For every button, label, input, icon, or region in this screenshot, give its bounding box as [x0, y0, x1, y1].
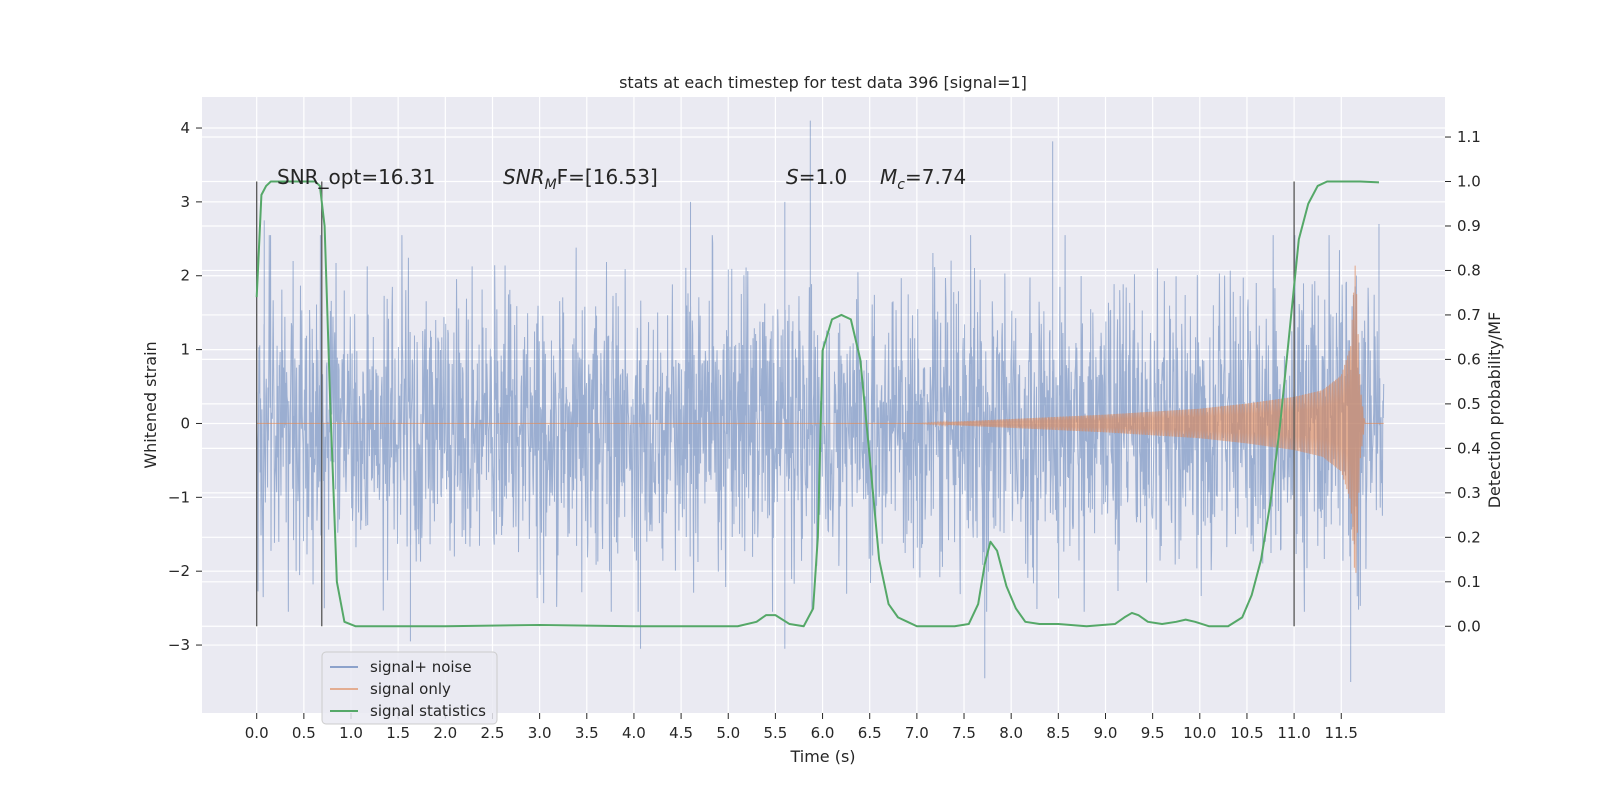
legend-label: signal only	[370, 680, 451, 698]
y2-tick-label: 1.1	[1457, 128, 1481, 146]
y-tick-label: −2	[168, 562, 190, 580]
x-tick-label: 1.5	[386, 724, 410, 742]
y2-tick-label: 0.3	[1457, 484, 1481, 502]
legend-box	[321, 651, 498, 725]
x-tick-label: 4.5	[669, 724, 693, 742]
x-tick-label: 7.5	[952, 724, 976, 742]
series-signal-statistics	[255, 180, 1380, 628]
snr-mf-prefix: SNR	[503, 165, 545, 189]
x-tick-label: 0.5	[292, 724, 316, 742]
x-tick-label: 4.0	[622, 724, 646, 742]
y2-tick-label: 0.9	[1457, 217, 1481, 235]
axes: 0.0 0.5 1.0 1.5 2.0 2.5 3.0 3.5 4.0 4.5 5.0 5.5 6.0 6…	[168, 119, 1481, 742]
y-tick-label: −3	[168, 636, 190, 654]
y2-tick-label: 0.6	[1457, 350, 1481, 368]
x-tick-label: 10.0	[1183, 724, 1216, 742]
x-tick-label: 8.5	[1046, 724, 1070, 742]
x-tick-label: 3.0	[528, 724, 552, 742]
y2-tick-label: 0.7	[1457, 306, 1481, 324]
y-tick-label: −1	[168, 488, 190, 506]
y2-tick-label: 0.4	[1457, 439, 1481, 457]
x-tick-label: 11.5	[1325, 724, 1358, 742]
snr-opt-annotation: SNR_opt=16.31	[277, 165, 435, 189]
legend-label: signal+ noise	[370, 658, 472, 676]
mc-sub: c	[897, 177, 905, 193]
y2-tick-label: 0.0	[1457, 617, 1481, 635]
x-tick-label: 6.5	[858, 724, 882, 742]
x-tick-label: 6.0	[811, 724, 835, 742]
mc-annotation: Mc=7.74	[880, 165, 966, 193]
y2-axis-label: Detection probability/MF	[1485, 312, 1504, 509]
y2-tick-label: 0.8	[1457, 261, 1481, 279]
snr-mf-sub: M	[545, 177, 557, 193]
s-label: S	[786, 165, 799, 189]
chart-title: stats at each timestep for test data 396…	[619, 73, 1027, 92]
y2-tick-label: 0.5	[1457, 395, 1481, 413]
y-tick-label: 1	[180, 341, 190, 359]
mc-label: M	[880, 165, 897, 189]
x-tick-label: 9.0	[1094, 724, 1118, 742]
plot-area	[255, 120, 1385, 682]
annotations: SNR_opt=16.31 SNRMF=[16.53] S=1.0 Mc=7.7…	[277, 165, 966, 193]
mc-value: =7.74	[905, 165, 966, 189]
x-tick-label: 2.0	[433, 724, 457, 742]
x-tick-label: 11.0	[1277, 724, 1310, 742]
legend-label: signal statistics	[370, 702, 486, 720]
x-tick-label: 8.0	[999, 724, 1023, 742]
y-tick-label: 2	[180, 267, 190, 285]
x-tick-label: 5.0	[716, 724, 740, 742]
x-tick-label: 10.5	[1230, 724, 1263, 742]
y2-tick-label: 1.0	[1457, 173, 1481, 191]
legend: signal+ noise signal only signal statistic…	[321, 651, 498, 725]
x-tick-label: 5.5	[763, 724, 787, 742]
s-annotation: S=1.0	[786, 165, 847, 189]
snr-mf-rest: F=[16.53]	[557, 165, 658, 189]
x-axis-label: Time (s)	[789, 747, 855, 766]
x-tick-label: 9.5	[1141, 724, 1165, 742]
y2-tick-label: 0.2	[1457, 528, 1481, 546]
s-value: =1.0	[799, 165, 848, 189]
x-tick-label: 1.0	[339, 724, 363, 742]
snr-mf-annotation: SNRMF=[16.53]	[503, 165, 658, 193]
series-signal-noise	[256, 120, 1385, 682]
x-tick-label: 2.5	[481, 724, 505, 742]
y-tick-label: 4	[180, 119, 190, 137]
y-axis-label: Whitened strain	[141, 341, 160, 468]
x-tick-label: 7.0	[905, 724, 929, 742]
x-tick-label: 3.5	[575, 724, 599, 742]
y2-tick-label: 0.1	[1457, 573, 1481, 591]
x-tick-label: 0.0	[245, 724, 269, 742]
y-tick-label: 3	[180, 193, 190, 211]
y-tick-label: 0	[180, 414, 190, 432]
